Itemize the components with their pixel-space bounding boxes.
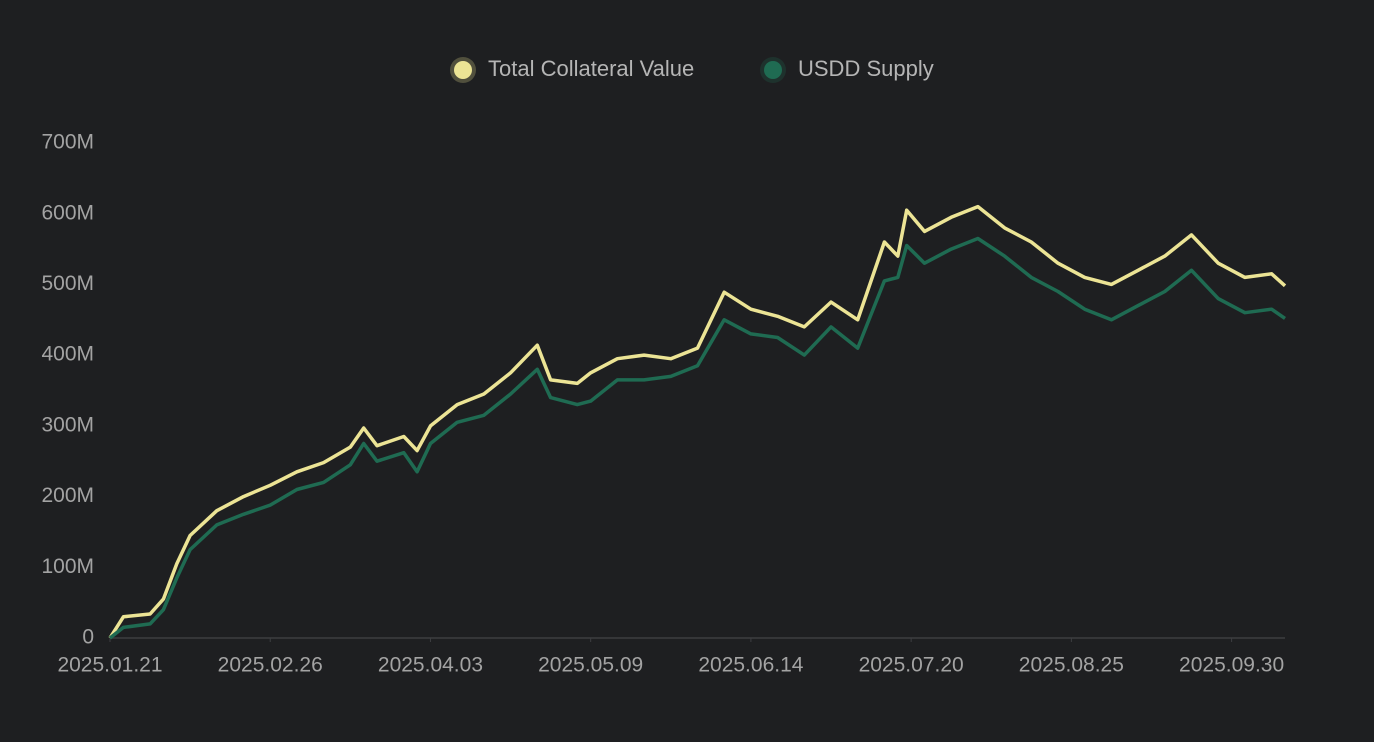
y-tick-label: 200M <box>41 484 94 507</box>
legend-label: Total Collateral Value <box>488 56 694 81</box>
legend-marker <box>454 61 472 79</box>
x-tick-label: 2025.09.30 <box>1179 654 1284 677</box>
legend-label: USDD Supply <box>798 56 934 81</box>
y-tick-label: 0 <box>82 626 94 649</box>
legend-marker <box>764 61 782 79</box>
y-tick-label: 600M <box>41 201 94 224</box>
x-tick-label: 2025.06.14 <box>698 654 803 677</box>
x-tick-label: 2025.05.09 <box>538 654 643 677</box>
y-tick-label: 100M <box>41 555 94 578</box>
y-tick-label: 400M <box>41 343 94 366</box>
y-tick-label: 500M <box>41 272 94 295</box>
x-tick-label: 2025.04.03 <box>378 654 483 677</box>
series-line <box>108 236 1286 640</box>
x-tick-label: 2025.07.20 <box>859 654 964 677</box>
x-tick-label: 2025.02.26 <box>218 654 323 677</box>
x-tick-label: 2025.08.25 <box>1019 654 1124 677</box>
y-tick-label: 700M <box>41 131 94 154</box>
y-tick-label: 300M <box>41 413 94 436</box>
x-tick-label: 2025.01.21 <box>57 654 162 677</box>
series-line <box>108 204 1287 639</box>
